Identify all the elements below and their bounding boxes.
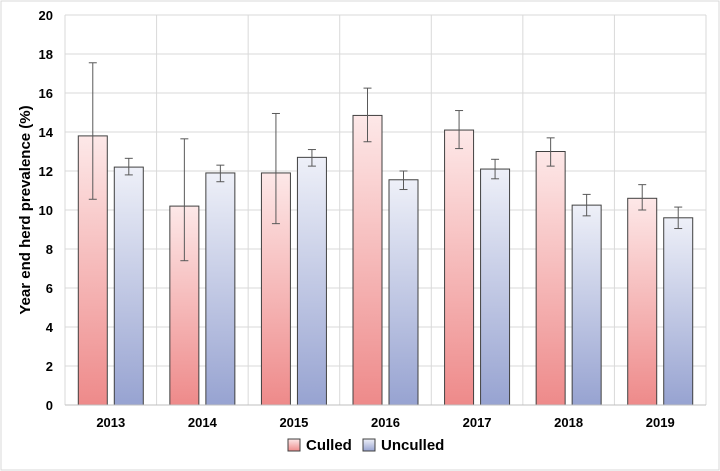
bar-unculled-2019 xyxy=(663,217,694,406)
error-bar-culled-2019 xyxy=(638,184,647,211)
bar-unculled-2018 xyxy=(571,204,602,406)
x-tick-label: 2017 xyxy=(463,415,492,430)
y-tick-label: 10 xyxy=(39,203,53,218)
x-axis-ticks: 2013 2014 2015 2016 2017 2018 2019 xyxy=(96,415,674,430)
bar-unculled-2013 xyxy=(113,166,144,406)
bar-unculled-2015 xyxy=(296,156,327,406)
error-bar-culled-2015 xyxy=(271,112,280,225)
x-tick-label: 2018 xyxy=(554,415,583,430)
y-tick-label: 18 xyxy=(39,47,53,62)
y-tick-label: 20 xyxy=(39,8,53,23)
x-tick-label: 2019 xyxy=(646,415,675,430)
error-bar-unculled-2019 xyxy=(674,206,683,230)
legend-label: Unculled xyxy=(381,437,444,454)
y-tick-label: 8 xyxy=(46,242,53,257)
bars xyxy=(77,114,694,406)
legend-label: Culled xyxy=(306,437,352,454)
bar-culled-2018 xyxy=(535,151,566,406)
y-tick-label: 14 xyxy=(39,125,54,140)
error-bars xyxy=(88,62,683,262)
legend: Culled Unculled xyxy=(287,437,444,454)
y-tick-label: 0 xyxy=(46,398,53,413)
y-tick-label: 2 xyxy=(46,359,53,374)
error-bar-culled-2016 xyxy=(363,87,372,143)
y-tick-label: 12 xyxy=(39,164,53,179)
error-bar-unculled-2017 xyxy=(491,158,500,180)
legend-swatch xyxy=(287,438,301,452)
y-tick-label: 4 xyxy=(46,320,54,335)
bar-culled-2019 xyxy=(627,197,658,406)
error-bar-unculled-2018 xyxy=(582,193,591,217)
legend-item-unculled: Unculled xyxy=(362,437,444,454)
error-bar-unculled-2015 xyxy=(307,149,316,167)
x-tick-label: 2013 xyxy=(96,415,125,430)
error-bar-culled-2018 xyxy=(546,137,555,167)
x-tick-label: 2016 xyxy=(371,415,400,430)
bar-unculled-2017 xyxy=(480,168,511,406)
error-bar-culled-2017 xyxy=(455,110,464,150)
error-bar-unculled-2016 xyxy=(399,170,408,191)
error-bar-unculled-2014 xyxy=(216,164,225,183)
bar-culled-2016 xyxy=(352,114,383,406)
error-bar-culled-2013 xyxy=(88,62,97,200)
bar-culled-2017 xyxy=(444,129,475,406)
y-tick-label: 6 xyxy=(46,281,53,296)
y-tick-label: 16 xyxy=(39,86,53,101)
error-bar-culled-2014 xyxy=(180,138,189,262)
x-tick-label: 2015 xyxy=(279,415,308,430)
bar-unculled-2016 xyxy=(388,179,419,406)
x-tick-label: 2014 xyxy=(188,415,218,430)
y-axis-label: Year end herd prevalence (%) xyxy=(17,105,34,314)
bar-unculled-2014 xyxy=(205,172,236,406)
legend-swatch xyxy=(362,438,376,452)
legend-item-culled: Culled xyxy=(287,437,352,454)
y-axis-ticks: 0 2 4 6 8 10 12 14 16 18 20 xyxy=(39,8,54,413)
error-bar-unculled-2013 xyxy=(124,157,133,176)
